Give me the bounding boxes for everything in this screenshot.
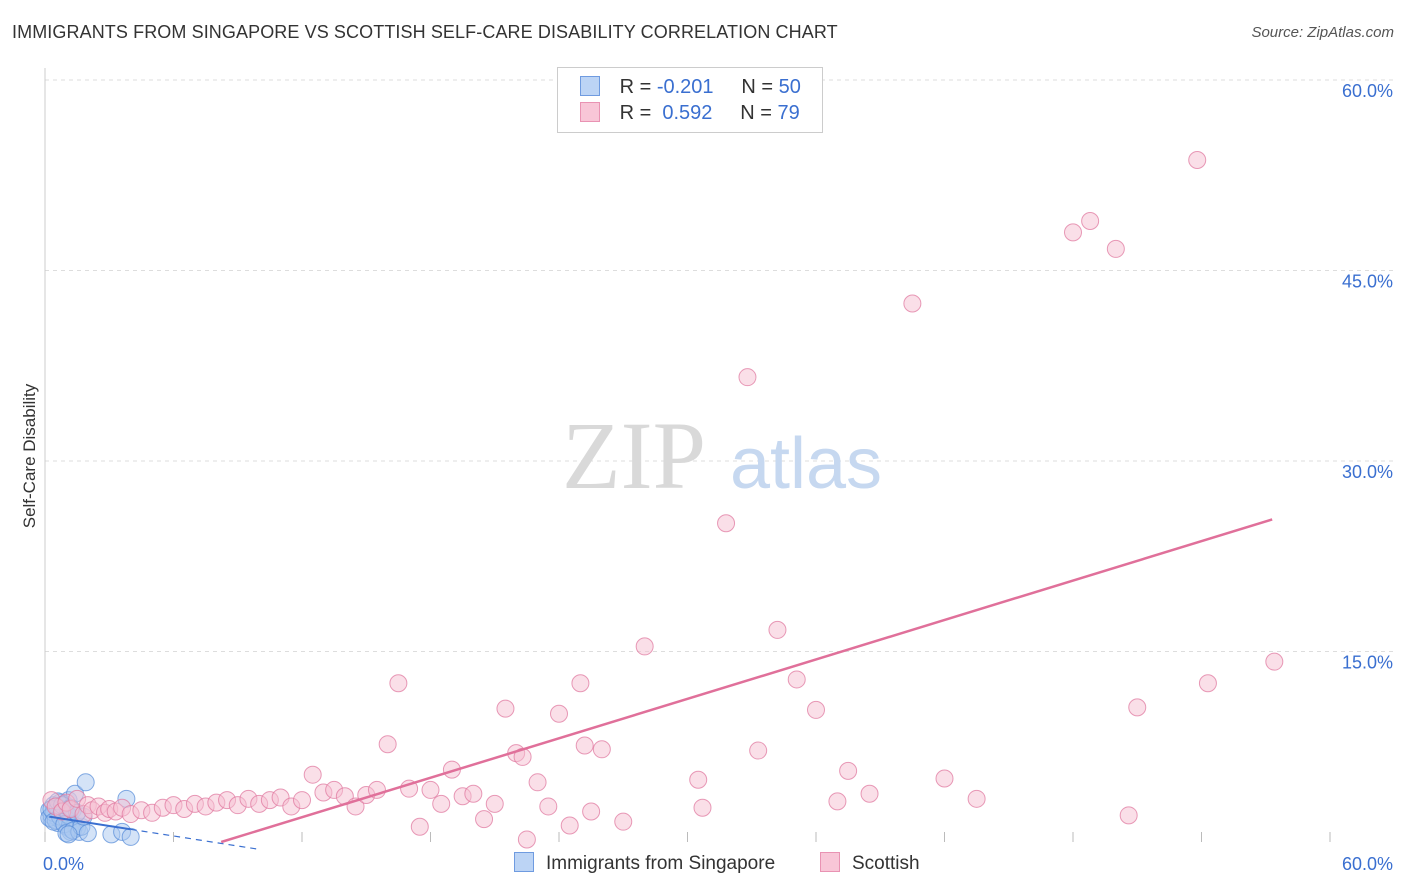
- y-tick-label: 45.0%: [1342, 272, 1393, 292]
- watermark-zip: ZIP: [562, 402, 706, 509]
- point-scottish: [539, 797, 558, 816]
- point-scottish: [635, 637, 654, 656]
- watermark: ZIP atlas: [562, 402, 882, 509]
- point-scottish: [935, 769, 954, 788]
- axes: [44, 68, 1331, 842]
- point-scottish: [1081, 211, 1100, 230]
- chart-source: Source: ZipAtlas.com: [1251, 24, 1394, 41]
- data-points: [40, 151, 1284, 849]
- bottom-legend-scottish: Scottish: [820, 852, 920, 875]
- point-scottish: [1265, 652, 1284, 671]
- watermark-atlas: atlas: [730, 424, 882, 504]
- point-scottish: [1119, 806, 1138, 825]
- point-scottish: [839, 761, 858, 780]
- point-scottish: [807, 700, 825, 719]
- point-scottish: [389, 674, 408, 693]
- point-scottish: [768, 620, 787, 639]
- tick-labels: 15.0% 30.0% 45.0% 60.0% 0.0% 60.0%: [43, 81, 1393, 874]
- chart-title: IMMIGRANTS FROM SINGAPORE VS SCOTTISH SE…: [12, 22, 838, 42]
- point-singapore: [121, 827, 140, 846]
- point-scottish: [550, 704, 568, 723]
- point-scottish: [464, 784, 483, 803]
- bottom-legend-label-singapore: Immigrants from Singapore: [546, 853, 776, 874]
- point-scottish: [293, 791, 311, 810]
- point-scottish: [860, 784, 879, 803]
- point-scottish: [1106, 239, 1125, 258]
- point-scottish: [1128, 698, 1147, 717]
- point-scottish: [303, 765, 322, 784]
- legend-row-singapore: R = -0.201 N = 50: [580, 76, 801, 100]
- legend-swatch-scottish: [580, 102, 600, 122]
- point-scottish: [1198, 674, 1217, 693]
- point-scottish: [496, 699, 515, 718]
- point-scottish: [528, 773, 547, 792]
- point-scottish: [828, 792, 847, 811]
- legend-n-value-scottish: 79: [777, 102, 800, 124]
- legend-r-label: R =: [619, 102, 652, 124]
- point-scottish: [485, 794, 504, 813]
- point-scottish: [749, 741, 768, 760]
- point-scottish: [378, 735, 397, 754]
- trend-lines: [49, 518, 1273, 850]
- point-scottish: [787, 670, 806, 689]
- correlation-legend: R = -0.201 N = 50 R = 0.592 N = 79: [557, 67, 823, 133]
- point-scottish: [592, 740, 611, 759]
- point-scottish: [967, 789, 986, 808]
- point-singapore: [76, 773, 95, 792]
- x-tick-label-max: 60.0%: [1342, 854, 1393, 874]
- legend-r-label: R =: [619, 76, 652, 98]
- legend-n-label: N =: [741, 76, 774, 98]
- point-scottish: [517, 830, 536, 849]
- trend-line-singapore: [49, 815, 131, 831]
- legend-r-value-singapore: -0.201: [656, 76, 714, 98]
- point-scottish: [410, 817, 429, 836]
- point-scottish: [432, 794, 451, 813]
- point-scottish: [421, 780, 440, 799]
- point-scottish: [689, 770, 708, 789]
- point-singapore: [59, 825, 78, 844]
- point-scottish: [738, 368, 757, 387]
- x-tick-label-min: 0.0%: [43, 854, 84, 874]
- legend-swatch-singapore: [580, 76, 600, 96]
- point-scottish: [903, 294, 922, 313]
- bottom-legend-singapore: Immigrants from Singapore: [514, 852, 775, 875]
- legend-n-label: N =: [740, 102, 772, 124]
- point-scottish: [693, 798, 712, 817]
- trend-line-scottish: [220, 518, 1273, 844]
- bottom-legend-swatch-scottish: [820, 852, 840, 872]
- point-scottish: [717, 514, 736, 533]
- trend-line-singapore-extension: [130, 828, 260, 850]
- point-singapore: [78, 824, 97, 843]
- point-scottish: [571, 674, 590, 693]
- point-scottish: [1064, 223, 1082, 242]
- legend-n-value-singapore: 50: [778, 76, 801, 98]
- point-scottish: [575, 736, 594, 755]
- point-scottish: [1188, 151, 1207, 170]
- legend-row-scottish: R = 0.592 N = 79: [580, 102, 800, 126]
- point-scottish: [475, 810, 494, 829]
- bottom-legend-swatch-singapore: [514, 852, 534, 872]
- y-tick-label: 30.0%: [1342, 462, 1393, 482]
- y-tick-label: 60.0%: [1342, 81, 1393, 101]
- point-scottish: [582, 802, 601, 821]
- point-scottish: [614, 812, 633, 831]
- y-tick-label: 15.0%: [1342, 653, 1393, 673]
- legend-r-value-scottish: 0.592: [656, 102, 713, 124]
- point-scottish: [560, 816, 579, 835]
- bottom-legend-label-scottish: Scottish: [852, 853, 920, 874]
